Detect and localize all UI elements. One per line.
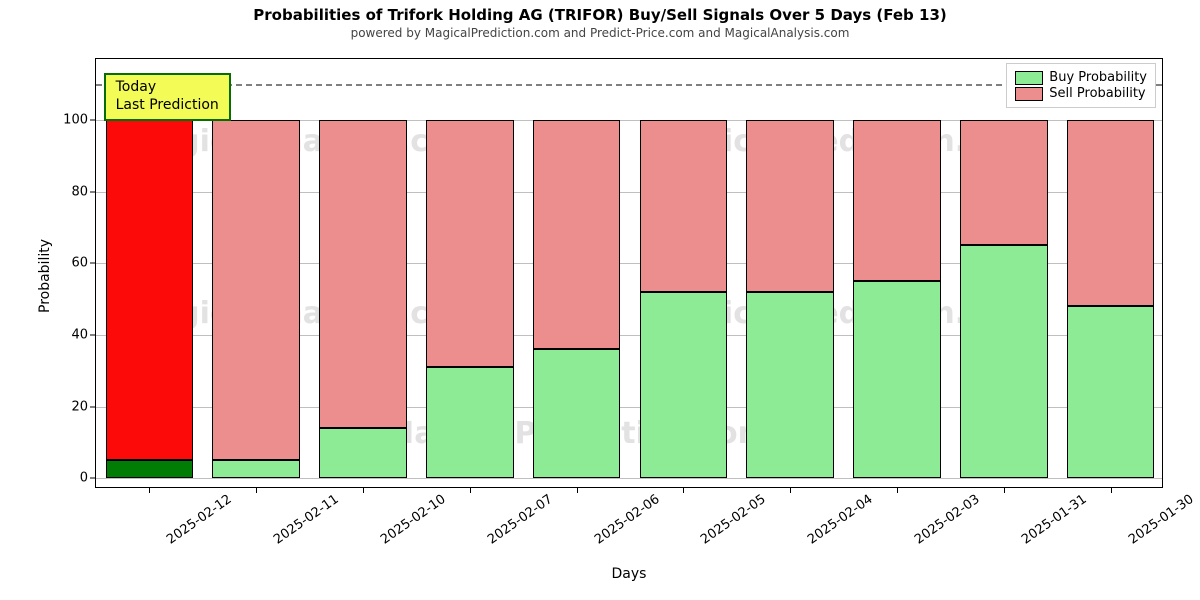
bar-buy xyxy=(746,292,834,478)
xtick-mark xyxy=(1111,487,1112,493)
chart-container: Probabilities of Trifork Holding AG (TRI… xyxy=(0,0,1200,600)
bar-buy xyxy=(533,349,621,478)
chart-subtitle: powered by MagicalPrediction.com and Pre… xyxy=(0,26,1200,40)
ytick-label: 40 xyxy=(71,327,88,342)
legend-row-sell: Sell Probability xyxy=(1015,86,1147,101)
xtick-mark xyxy=(363,487,364,493)
bar-buy xyxy=(212,460,300,478)
xtick-mark xyxy=(149,487,150,493)
ytick-label: 100 xyxy=(63,112,88,127)
bar-group xyxy=(319,59,407,487)
bar-buy xyxy=(853,281,941,478)
bar-group xyxy=(533,59,621,487)
ytick-mark xyxy=(90,119,96,120)
today-line2: Last Prediction xyxy=(116,97,219,115)
legend-swatch-sell xyxy=(1015,87,1043,101)
xtick-label: 2025-01-31 xyxy=(1019,492,1090,548)
bar-buy xyxy=(960,245,1048,478)
xtick-label: 2025-02-10 xyxy=(378,492,449,548)
xtick-mark xyxy=(1004,487,1005,493)
y-axis-label: Probability xyxy=(37,239,53,313)
ytick-mark xyxy=(90,191,96,192)
bar-sell xyxy=(319,120,407,428)
bar-buy xyxy=(426,367,514,478)
bar-sell xyxy=(960,120,1048,245)
xtick-label: 2025-02-05 xyxy=(698,492,769,548)
x-axis-label: Days xyxy=(95,566,1163,582)
bar-buy xyxy=(640,292,728,478)
ytick-mark xyxy=(90,263,96,264)
bar-sell xyxy=(640,120,728,292)
xtick-mark xyxy=(790,487,791,493)
bar-sell xyxy=(106,120,194,460)
bar-sell xyxy=(1067,120,1155,306)
legend-swatch-buy xyxy=(1015,71,1043,85)
xtick-mark xyxy=(470,487,471,493)
xtick-label: 2025-02-07 xyxy=(485,492,556,548)
ytick-label: 60 xyxy=(71,256,88,271)
bar-group xyxy=(426,59,514,487)
legend-label-buy: Buy Probability xyxy=(1049,70,1147,85)
bar-sell xyxy=(212,120,300,460)
legend: Buy Probability Sell Probability xyxy=(1006,63,1156,108)
bar-sell xyxy=(426,120,514,367)
ytick-label: 80 xyxy=(71,184,88,199)
bar-group xyxy=(212,59,300,487)
xtick-mark xyxy=(897,487,898,493)
legend-row-buy: Buy Probability xyxy=(1015,70,1147,85)
ytick-mark xyxy=(90,334,96,335)
bar-group xyxy=(640,59,728,487)
ytick-mark xyxy=(90,406,96,407)
bar-group xyxy=(106,59,194,487)
bar-group xyxy=(746,59,834,487)
bar-sell xyxy=(746,120,834,292)
chart-title: Probabilities of Trifork Holding AG (TRI… xyxy=(0,0,1200,24)
xtick-label: 2025-02-06 xyxy=(592,492,663,548)
xtick-label: 2025-02-03 xyxy=(912,492,983,548)
bar-group xyxy=(853,59,941,487)
bar-sell xyxy=(533,120,621,349)
xtick-label: 2025-02-11 xyxy=(271,492,342,548)
bar-sell xyxy=(853,120,941,281)
bar-buy xyxy=(106,460,194,478)
bar-group xyxy=(960,59,1048,487)
bar-buy xyxy=(1067,306,1155,478)
today-annotation: Today Last Prediction xyxy=(104,73,231,121)
xtick-label: 2025-02-04 xyxy=(805,492,876,548)
xtick-mark xyxy=(683,487,684,493)
xtick-mark xyxy=(256,487,257,493)
legend-label-sell: Sell Probability xyxy=(1049,86,1145,101)
plot-area: Today Last Prediction Buy Probability Se… xyxy=(95,58,1163,488)
ytick-label: 0 xyxy=(80,471,88,486)
bar-buy xyxy=(319,428,407,478)
bar-group xyxy=(1067,59,1155,487)
today-line1: Today xyxy=(116,79,219,97)
xtick-label: 2025-01-30 xyxy=(1126,492,1197,548)
xtick-mark xyxy=(577,487,578,493)
ytick-mark xyxy=(90,478,96,479)
ytick-label: 20 xyxy=(71,399,88,414)
reference-line-110 xyxy=(96,84,1162,86)
xtick-label: 2025-02-12 xyxy=(164,492,235,548)
